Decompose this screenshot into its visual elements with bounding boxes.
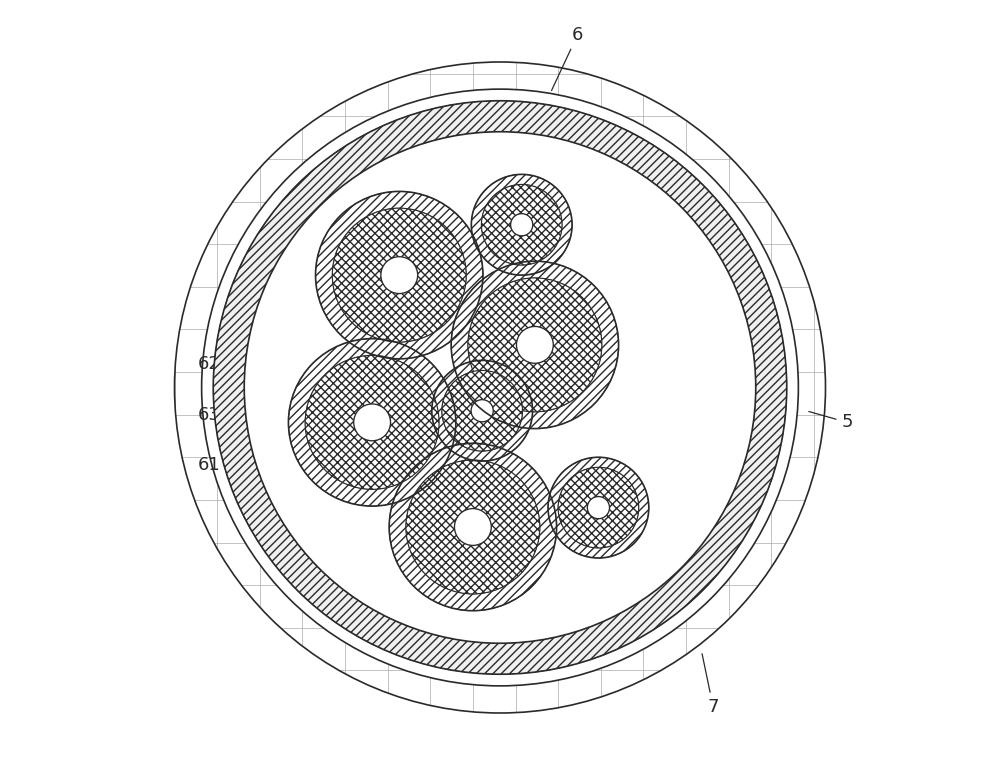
Circle shape [548, 457, 649, 558]
Circle shape [332, 208, 466, 342]
Text: 61: 61 [198, 456, 334, 482]
Wedge shape [213, 101, 787, 674]
Circle shape [511, 214, 533, 236]
Circle shape [432, 360, 533, 461]
Circle shape [305, 356, 439, 489]
Text: 63: 63 [198, 405, 365, 424]
Circle shape [471, 400, 493, 422]
Text: 5: 5 [809, 412, 853, 432]
Wedge shape [389, 443, 557, 611]
Circle shape [288, 339, 456, 506]
Text: 7: 7 [702, 654, 719, 716]
Circle shape [244, 132, 756, 643]
Text: 62: 62 [198, 355, 331, 429]
Wedge shape [451, 261, 619, 429]
Circle shape [451, 261, 619, 429]
Circle shape [175, 62, 826, 713]
Wedge shape [432, 360, 533, 461]
Circle shape [587, 497, 610, 518]
Circle shape [213, 101, 787, 674]
Circle shape [454, 508, 491, 546]
Wedge shape [316, 191, 483, 359]
Circle shape [381, 257, 418, 294]
Circle shape [389, 443, 557, 611]
Circle shape [516, 326, 553, 363]
Wedge shape [288, 339, 456, 506]
Circle shape [202, 89, 798, 686]
Circle shape [442, 370, 522, 451]
Circle shape [471, 174, 572, 275]
Text: 6: 6 [552, 26, 583, 91]
Wedge shape [548, 457, 649, 558]
Circle shape [316, 191, 483, 359]
Circle shape [468, 278, 602, 412]
Circle shape [354, 404, 391, 441]
Circle shape [481, 184, 562, 265]
Circle shape [406, 460, 540, 594]
Wedge shape [471, 174, 572, 275]
Circle shape [558, 467, 639, 548]
